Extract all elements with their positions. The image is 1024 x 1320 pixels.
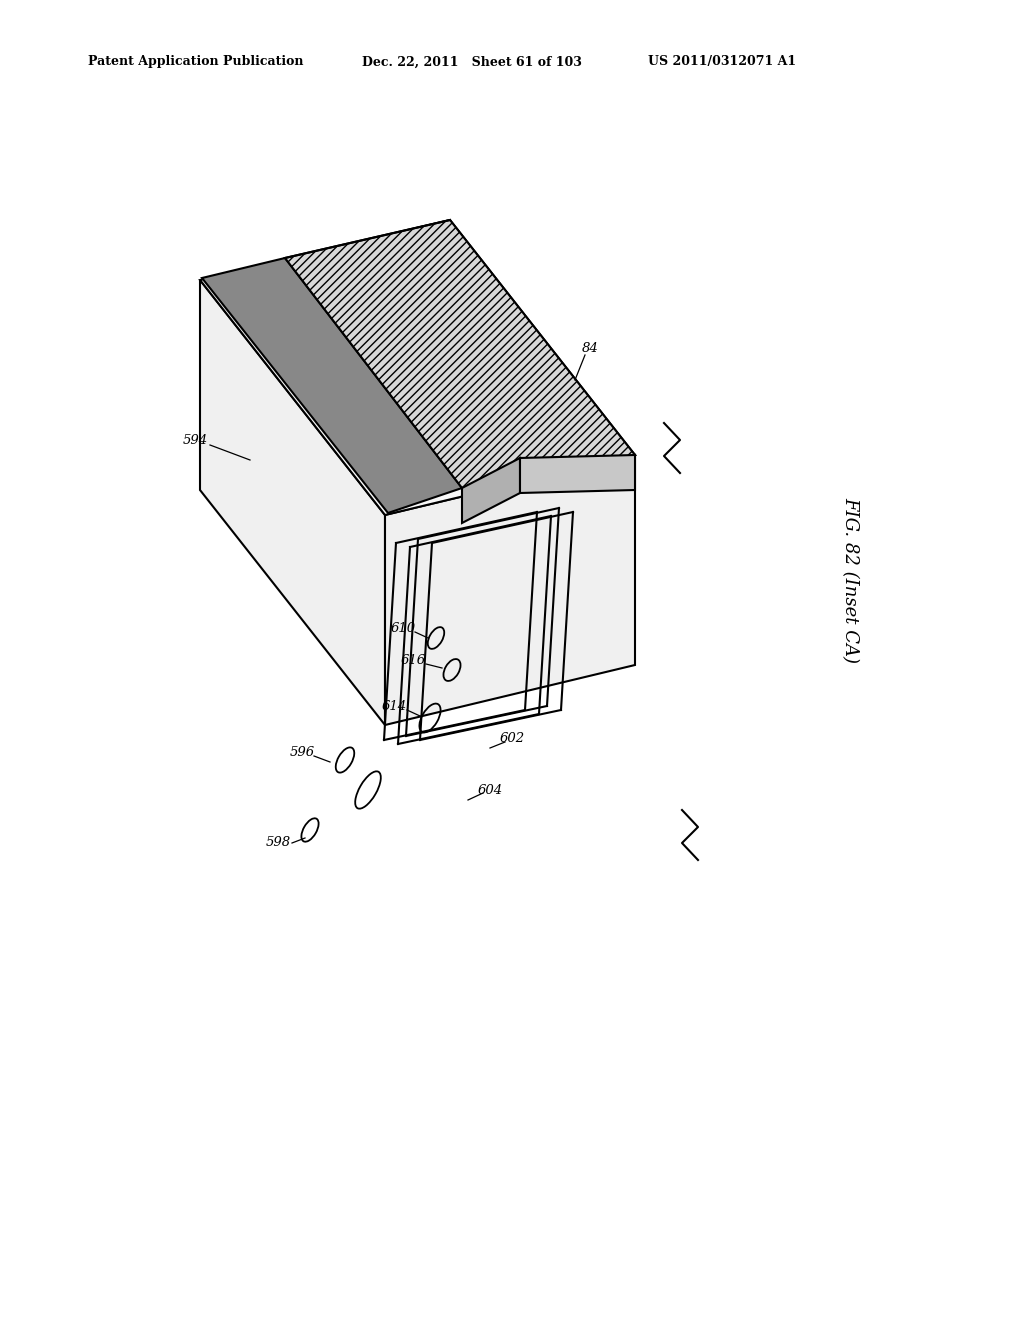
Text: 84: 84 (582, 342, 598, 355)
Text: 614: 614 (381, 700, 407, 713)
Text: 596: 596 (290, 746, 314, 759)
Text: US 2011/0312071 A1: US 2011/0312071 A1 (648, 55, 796, 69)
Text: 598: 598 (265, 837, 291, 850)
Text: 616: 616 (400, 653, 426, 667)
Text: 594: 594 (182, 433, 208, 446)
Polygon shape (202, 257, 462, 513)
Polygon shape (200, 280, 385, 725)
Text: 610: 610 (390, 622, 416, 635)
Text: 602: 602 (500, 731, 524, 744)
Polygon shape (385, 455, 635, 725)
Polygon shape (520, 455, 635, 492)
Text: Patent Application Publication: Patent Application Publication (88, 55, 303, 69)
Text: 604: 604 (477, 784, 503, 796)
Text: FIG. 82 (Inset CA): FIG. 82 (Inset CA) (841, 498, 859, 663)
Polygon shape (285, 220, 635, 488)
Polygon shape (200, 220, 635, 515)
Polygon shape (462, 458, 520, 523)
Text: Dec. 22, 2011   Sheet 61 of 103: Dec. 22, 2011 Sheet 61 of 103 (362, 55, 582, 69)
